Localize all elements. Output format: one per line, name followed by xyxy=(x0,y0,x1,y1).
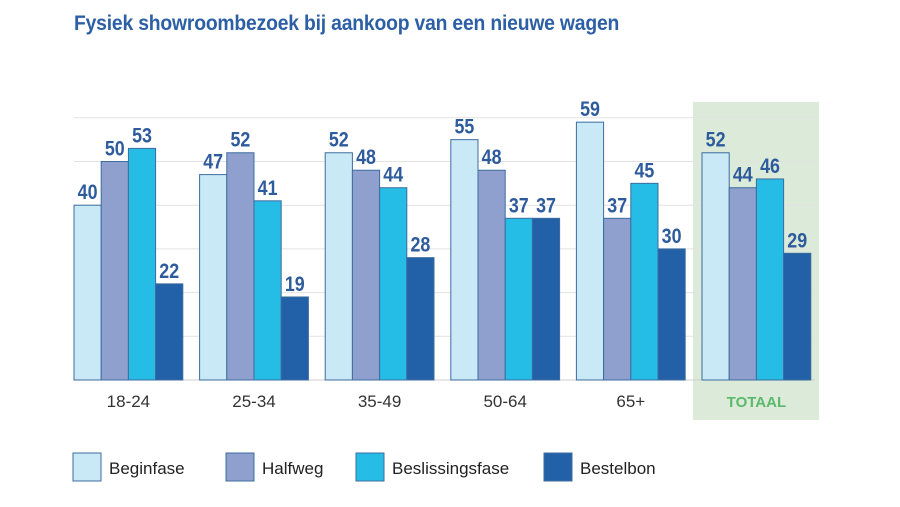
data-label: 41 xyxy=(258,177,278,201)
data-label: 59 xyxy=(580,98,600,122)
data-label: 48 xyxy=(356,146,376,170)
bar-beginfase-65+ xyxy=(575,121,605,381)
data-label: 52 xyxy=(706,128,726,152)
chart-title: Fysiek showroombezoek bij aankoop van ee… xyxy=(74,12,620,35)
bar-beslissingsfase-65+ xyxy=(630,182,659,381)
bar-bestelbon-totaal xyxy=(783,252,812,381)
data-label: 19 xyxy=(285,273,305,297)
data-label: 52 xyxy=(329,128,349,152)
bar-bestelbon-35-49 xyxy=(406,257,435,381)
x-tick-label: TOTAAL xyxy=(727,394,786,411)
data-label: 28 xyxy=(410,233,430,257)
bar-halfweg-totaal xyxy=(728,187,757,381)
data-label: 40 xyxy=(78,181,98,205)
bar-beslissingsfase-18-24 xyxy=(127,147,157,381)
data-label: 55 xyxy=(454,115,474,139)
bar-beslissingsfase-totaal xyxy=(755,178,785,381)
bar-beginfase-18-24 xyxy=(73,204,102,381)
bar-halfweg-50-64 xyxy=(477,169,506,381)
bar-beslissingsfase-25-34 xyxy=(253,200,282,381)
bar-beginfase-totaal xyxy=(701,152,730,381)
bar-beginfase-35-49 xyxy=(324,152,353,381)
bar-halfweg-35-49 xyxy=(351,169,381,381)
data-label: 52 xyxy=(230,128,250,152)
bar-bestelbon-65+ xyxy=(657,248,686,381)
data-label: 22 xyxy=(159,260,179,284)
legend-swatch-halfweg xyxy=(225,452,255,482)
bar-beslissingsfase-35-49 xyxy=(379,187,408,381)
x-tick-label: 18-24 xyxy=(107,392,150,411)
data-label: 37 xyxy=(509,194,529,218)
x-tick-label: 25-34 xyxy=(232,392,275,411)
legend-label: Halfweg xyxy=(262,459,323,478)
data-label: 37 xyxy=(607,194,627,218)
data-label: 44 xyxy=(383,163,403,187)
data-label: 45 xyxy=(634,159,654,183)
bar-bestelbon-25-34 xyxy=(280,296,309,381)
bar-bestelbon-50-64 xyxy=(531,217,561,381)
bar-bestelbon-18-24 xyxy=(155,283,184,381)
data-label: 48 xyxy=(482,146,502,170)
data-label: 30 xyxy=(662,225,682,249)
bar-beslissingsfase-50-64 xyxy=(504,217,533,381)
data-label: 37 xyxy=(536,194,556,218)
bar-beginfase-50-64 xyxy=(450,139,479,381)
legend-label: Beslissingsfase xyxy=(392,459,509,478)
data-label: 47 xyxy=(203,150,223,174)
legend-swatch-bestelbon xyxy=(543,452,573,482)
legend-swatch-beslissingsfase xyxy=(355,452,385,482)
x-tick-label: 65+ xyxy=(616,392,645,411)
legend-label: Beginfase xyxy=(109,459,185,478)
data-label: 53 xyxy=(132,124,152,148)
x-tick-label: 50-64 xyxy=(483,392,526,411)
data-label: 44 xyxy=(733,163,753,187)
bar-halfweg-65+ xyxy=(603,217,632,381)
x-tick-label: 35-49 xyxy=(358,392,401,411)
data-label: 29 xyxy=(787,229,807,253)
data-label: 50 xyxy=(105,137,125,161)
legend-swatch-beginfase xyxy=(72,452,102,482)
bar-halfweg-18-24 xyxy=(100,161,129,381)
legend-label: Bestelbon xyxy=(580,459,656,478)
bar-beginfase-25-34 xyxy=(199,174,228,381)
data-label: 46 xyxy=(760,155,780,179)
bar-halfweg-25-34 xyxy=(226,152,255,381)
